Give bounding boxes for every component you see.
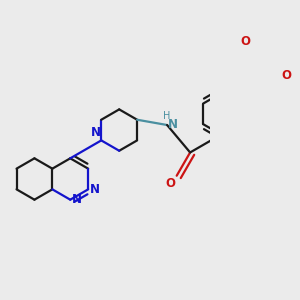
Text: N: N	[72, 193, 82, 206]
Text: N: N	[167, 118, 178, 130]
Text: H: H	[164, 111, 171, 121]
Text: O: O	[165, 178, 175, 190]
Text: O: O	[281, 69, 291, 82]
Text: N: N	[90, 183, 100, 196]
Text: N: N	[90, 126, 100, 139]
Text: O: O	[240, 35, 250, 48]
